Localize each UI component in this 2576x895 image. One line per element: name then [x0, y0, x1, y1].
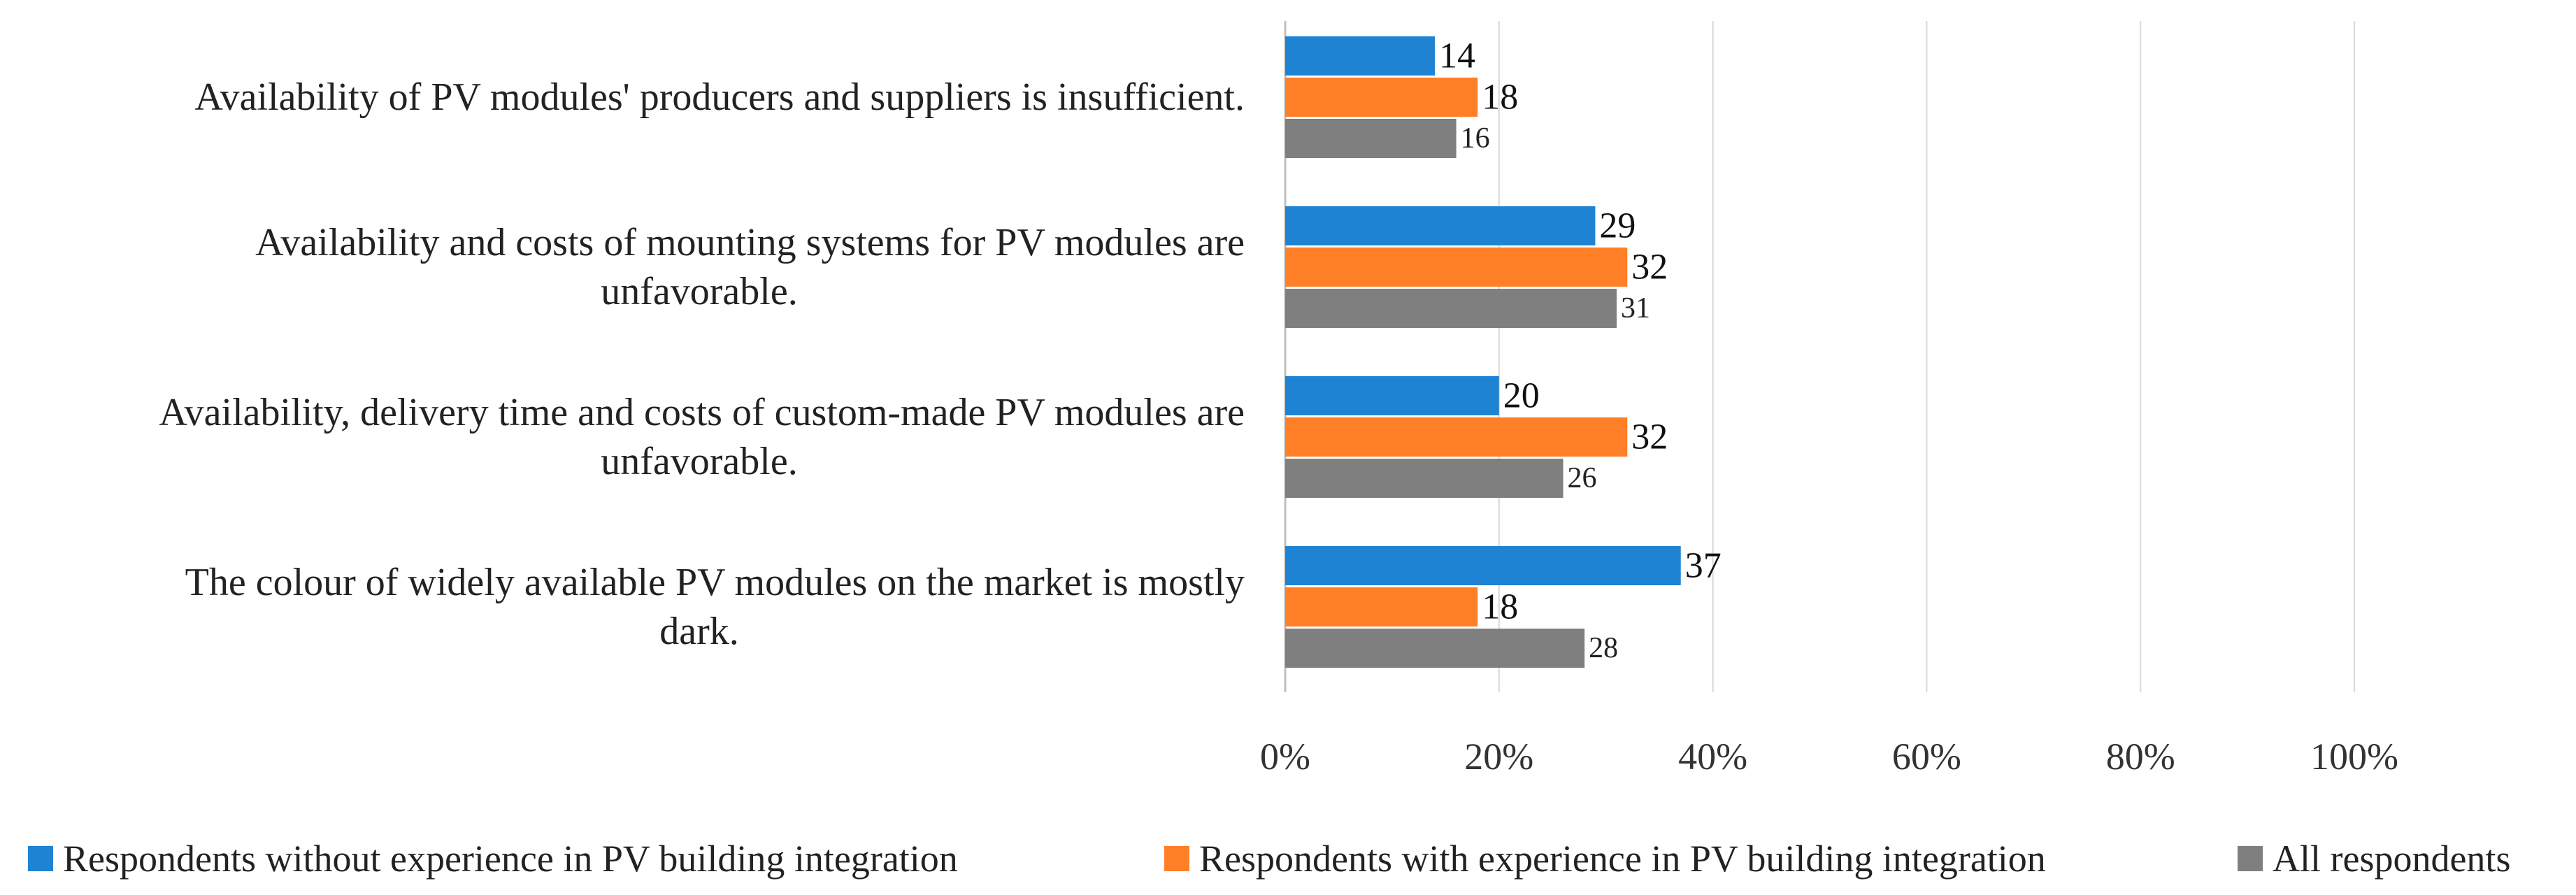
data-label: 20 — [1503, 376, 1540, 416]
data-label: 26 — [1568, 462, 1597, 494]
category-label: Availability, delivery time and costs of… — [159, 391, 1245, 434]
bar — [1285, 587, 1478, 626]
data-label: 32 — [1631, 248, 1668, 287]
bar — [1285, 119, 1457, 158]
bar — [1285, 417, 1628, 457]
legend-label: Respondents without experience in PV bui… — [63, 838, 958, 880]
bar — [1285, 459, 1564, 498]
x-tick-labels: 0% 20% 40% 60% 80% 100% — [1260, 736, 2398, 778]
legend-swatch — [2238, 846, 2263, 871]
bar — [1285, 629, 1585, 668]
category-label: Availability of PV modules' producers an… — [194, 76, 1245, 119]
data-label: 28 — [1589, 632, 1618, 664]
legend-label: Respondents with experience in PV buildi… — [1199, 838, 2046, 880]
x-tick-label: 20% — [1464, 736, 1533, 778]
legend: Respondents without experience in PV bui… — [28, 838, 2510, 880]
bar — [1285, 376, 1499, 415]
data-label: 16 — [1461, 122, 1490, 155]
x-tick-label: 0% — [1260, 736, 1310, 778]
category-label: unfavorable. — [601, 440, 797, 483]
legend-swatch — [28, 846, 53, 871]
data-label: 29 — [1599, 206, 1636, 246]
category-label: Availability and costs of mounting syste… — [255, 221, 1245, 264]
category-labels: Availability of PV modules' producers an… — [159, 76, 1245, 653]
bar — [1285, 36, 1436, 76]
bar — [1285, 78, 1478, 117]
bar — [1285, 206, 1596, 245]
data-label: 31 — [1621, 292, 1650, 324]
x-tick-label: 80% — [2106, 736, 2175, 778]
bars — [1285, 36, 1681, 668]
x-tick-label: 100% — [2310, 736, 2398, 778]
bar — [1285, 546, 1681, 585]
data-label: 37 — [1685, 546, 1722, 586]
data-label: 18 — [1482, 587, 1518, 627]
bar — [1285, 289, 1617, 328]
data-label: 32 — [1631, 417, 1668, 457]
data-label: 18 — [1482, 78, 1518, 117]
x-tick-label: 40% — [1678, 736, 1747, 778]
data-label: 14 — [1439, 36, 1475, 76]
category-label: dark. — [659, 610, 739, 653]
x-tick-label: 60% — [1892, 736, 1961, 778]
category-label: The colour of widely available PV module… — [185, 561, 1245, 604]
legend-label: All respondents — [2273, 838, 2510, 880]
category-label: unfavorable. — [601, 270, 797, 313]
bar — [1285, 248, 1628, 287]
legend-swatch — [1164, 846, 1189, 871]
